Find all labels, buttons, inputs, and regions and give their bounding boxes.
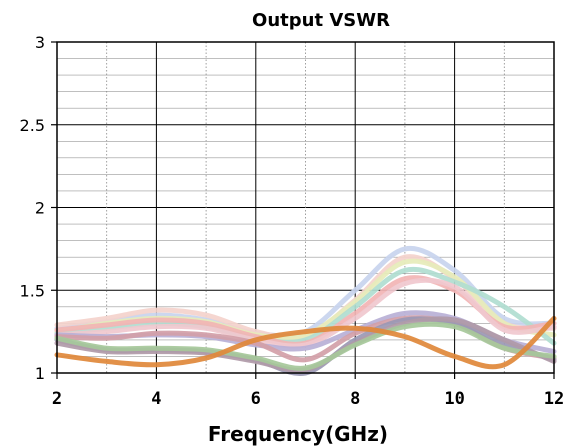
y-tick-label: 2.5 — [20, 116, 45, 135]
series-line-11 — [54, 321, 557, 371]
series-line-6 — [54, 277, 557, 349]
x-tick-label: 2 — [52, 389, 62, 409]
x-tick-label: 6 — [251, 389, 261, 409]
y-tick-label: 1.5 — [20, 281, 45, 300]
x-tick-label: 12 — [544, 389, 564, 409]
y-tick-label: 3 — [35, 33, 45, 52]
series-group — [54, 245, 557, 377]
series-line-12 — [54, 315, 557, 370]
y-axis-ticks: 1 1.5 2 2.5 3 — [20, 33, 57, 383]
y-tick-label: 1 — [35, 364, 45, 383]
x-tick-label: 10 — [444, 389, 464, 409]
x-tick-label: 8 — [350, 389, 360, 409]
series-line-4 — [54, 266, 557, 346]
chart-title: Output VSWR — [252, 10, 390, 31]
x-axis-label: Frequency(GHz) — [208, 422, 388, 446]
x-tick-label: 4 — [151, 389, 161, 409]
x-axis-ticks: 2 4 6 8 10 12 — [52, 373, 564, 409]
y-tick-label: 2 — [35, 199, 45, 218]
